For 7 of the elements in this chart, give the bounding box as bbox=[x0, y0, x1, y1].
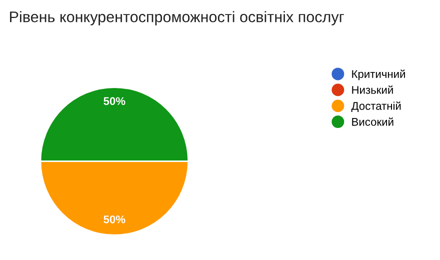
legend-label: Критичний bbox=[352, 70, 405, 80]
legend-label: Достатній bbox=[351, 102, 401, 112]
data-label: 50% bbox=[104, 97, 126, 106]
legend-label: Високий bbox=[352, 117, 394, 126]
chart-title: Рівень конкурентоспроможності освітніх послуг bbox=[10, 11, 344, 26]
legend-label: Низький bbox=[352, 86, 393, 94]
data-label: 50% bbox=[104, 215, 126, 224]
